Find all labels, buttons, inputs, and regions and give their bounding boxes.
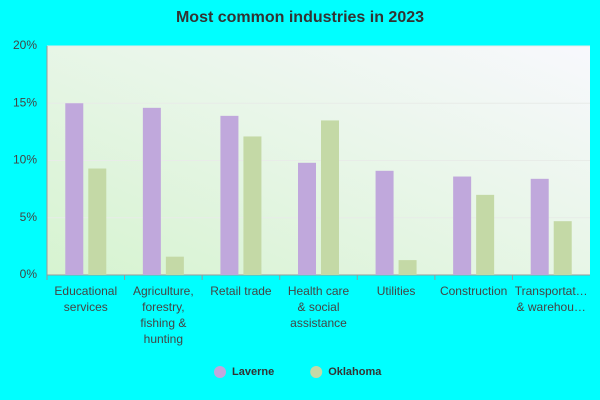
bar	[453, 176, 472, 275]
x-tick-label: Retail trade	[210, 284, 272, 298]
bar	[530, 178, 549, 275]
legend-swatch	[214, 366, 226, 378]
bar	[375, 170, 394, 275]
bar	[65, 103, 84, 275]
bar	[243, 136, 262, 275]
chart-title: Most common industries in 2023	[176, 9, 424, 26]
bar	[553, 221, 572, 275]
y-tick-label: 15%	[13, 95, 37, 109]
bar	[88, 168, 107, 275]
y-tick-label: 5%	[20, 210, 38, 224]
legend-label: Laverne	[232, 366, 274, 378]
bar	[321, 120, 339, 275]
x-tick-label: Health care & social assistance	[288, 284, 350, 330]
x-tick-label: Utilities	[377, 284, 416, 298]
y-tick-label: 0%	[20, 267, 38, 281]
y-tick-label: 20%	[13, 38, 37, 52]
x-tick-label: Educational services	[54, 284, 117, 314]
bar	[142, 107, 161, 275]
legend-label: Oklahoma	[328, 366, 382, 378]
x-tick-label: Construction	[440, 284, 507, 298]
bar	[220, 115, 239, 275]
bar	[165, 256, 184, 275]
legend-swatch	[310, 366, 323, 378]
bar	[298, 162, 316, 275]
bar	[476, 194, 495, 275]
y-tick-label: 10%	[13, 153, 37, 167]
x-tick-label: Agriculture, forestry, fishing & hunting	[133, 284, 194, 346]
x-tick-label: Transportat… & warehou…	[515, 284, 588, 314]
bar	[398, 260, 417, 275]
